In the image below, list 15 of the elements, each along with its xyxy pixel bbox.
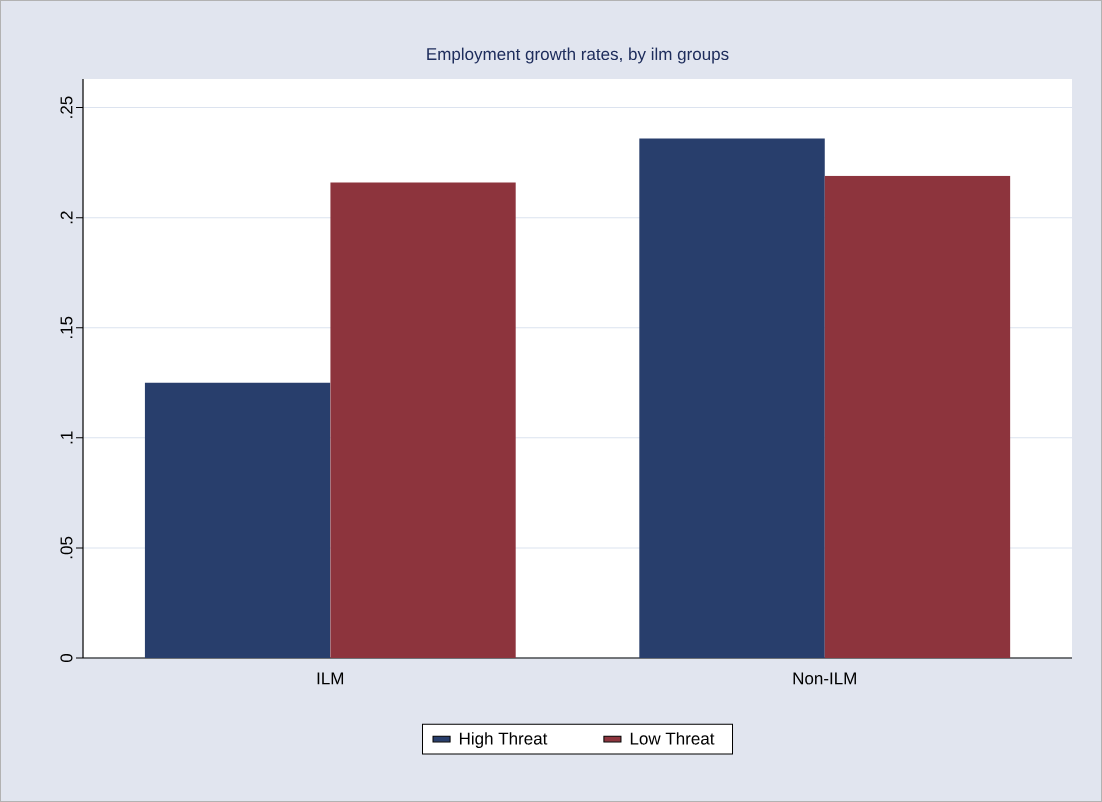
x-tick-label: ILM [317,672,344,685]
legend-label: Low Threat [630,732,715,745]
y-tick-label: .15 [60,316,73,339]
y-tick-label: .25 [60,96,73,118]
bar [824,175,1011,658]
bar [330,182,516,658]
bar [639,138,825,658]
chart-title: Employment growth rates, by ilm groups [427,47,729,64]
bar [144,382,331,658]
x-tick-label: Non-ILM [793,672,856,685]
y-tick-label: .2 [60,211,73,224]
y-tick-label: .1 [60,431,73,444]
y-tick-label: 0 [60,653,73,663]
legend-label: High Threat [459,732,548,748]
y-tick-label: .05 [60,536,73,559]
